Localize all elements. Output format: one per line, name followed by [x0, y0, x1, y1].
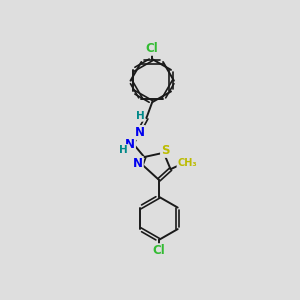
Text: H: H: [136, 111, 145, 121]
Text: CH₃: CH₃: [177, 158, 197, 168]
Text: N: N: [133, 157, 143, 170]
Text: Cl: Cl: [152, 244, 165, 257]
Text: N: N: [125, 138, 135, 151]
Text: S: S: [161, 144, 170, 157]
Text: H: H: [119, 145, 128, 155]
Text: Cl: Cl: [146, 42, 159, 55]
Text: N: N: [135, 126, 145, 139]
